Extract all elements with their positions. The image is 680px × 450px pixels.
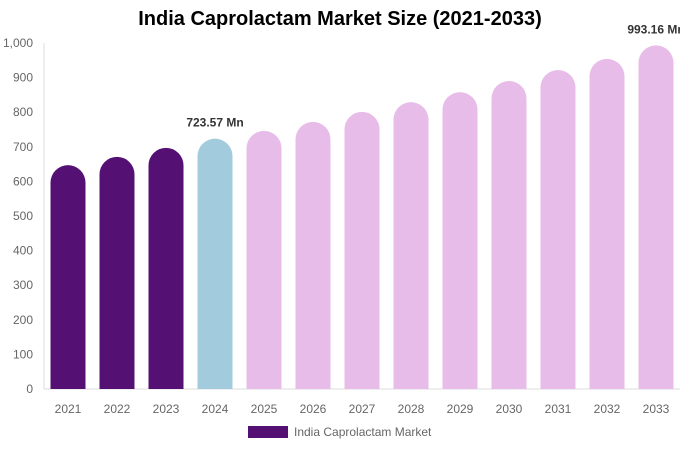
bar-2025 — [246, 130, 282, 389]
x-tick-label: 2031 — [545, 402, 572, 416]
bar-2027 — [344, 111, 380, 389]
bar-2032 — [589, 58, 625, 389]
y-tick-label: 600 — [13, 174, 33, 188]
bar-2028 — [393, 102, 429, 389]
x-tick-label: 2022 — [104, 402, 131, 416]
x-tick-label: 2023 — [153, 402, 180, 416]
bar-2031 — [540, 69, 576, 389]
bar-2030 — [491, 81, 527, 389]
x-tick-label: 2027 — [349, 402, 376, 416]
y-tick-label: 900 — [13, 71, 33, 85]
bar-2021 — [50, 165, 86, 389]
x-tick-label: 2026 — [300, 402, 327, 416]
y-tick-label: 800 — [13, 105, 33, 119]
x-tick-label: 2029 — [447, 402, 474, 416]
data-label-2024: 723.57 Mn — [186, 116, 243, 130]
data-label-2033: 993.16 Mn — [627, 22, 680, 36]
bar-2024 — [197, 138, 233, 389]
x-tick-label: 2021 — [55, 402, 82, 416]
y-tick-label: 700 — [13, 140, 33, 154]
legend-swatch — [248, 426, 288, 438]
legend: India Caprolactam Market — [248, 425, 431, 439]
y-tick-label: 100 — [13, 347, 33, 361]
bar-2029 — [442, 92, 478, 389]
y-tick-label: 1,000 — [3, 36, 33, 50]
x-tick-label: 2025 — [251, 402, 278, 416]
y-tick-label: 0 — [26, 382, 33, 396]
bar-2023 — [148, 147, 184, 389]
bar-2033 — [638, 45, 674, 389]
x-tick-label: 2024 — [202, 402, 229, 416]
y-tick-label: 500 — [13, 209, 33, 223]
y-tick-label: 200 — [13, 313, 33, 327]
y-tick-label: 400 — [13, 244, 33, 258]
chart-title: India Caprolactam Market Size (2021-2033… — [138, 8, 542, 30]
legend-label: India Caprolactam Market — [294, 425, 432, 439]
x-tick-label: 2028 — [398, 402, 425, 416]
y-tick-label: 300 — [13, 278, 33, 292]
bar-2022 — [99, 156, 135, 389]
x-tick-label: 2032 — [594, 402, 621, 416]
x-tick-label: 2030 — [496, 402, 523, 416]
x-tick-label: 2033 — [643, 402, 670, 416]
bar-2026 — [295, 121, 331, 389]
